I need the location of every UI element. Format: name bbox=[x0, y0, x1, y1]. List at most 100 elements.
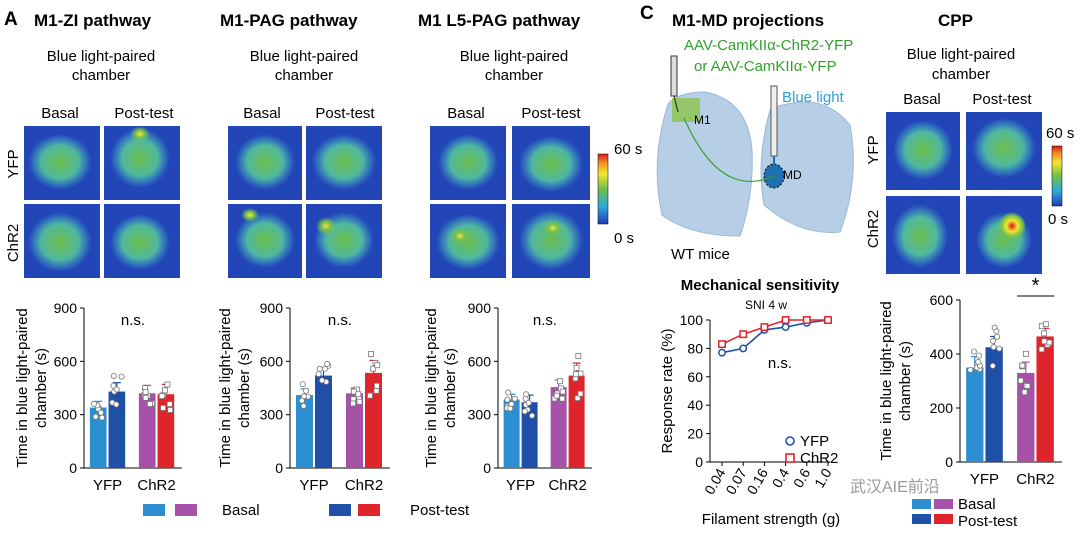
data-point bbox=[996, 345, 1003, 352]
x-tick-label: YFP bbox=[93, 477, 122, 494]
heatmap-row-chr2: ChR2 bbox=[865, 210, 882, 248]
data-point bbox=[739, 344, 748, 353]
data-point bbox=[553, 392, 560, 399]
data-point bbox=[989, 362, 996, 369]
data-point bbox=[113, 401, 120, 408]
panel-title-m1-zi: M1-ZI pathway bbox=[34, 11, 152, 30]
chart-subtitle: SNI 4 w bbox=[745, 298, 787, 312]
data-point bbox=[781, 323, 790, 332]
data-point bbox=[355, 391, 362, 398]
y-tick-label: 600 bbox=[260, 353, 284, 369]
data-point bbox=[577, 390, 584, 397]
y-tick-label: 40 bbox=[687, 397, 703, 413]
heatmap-col-basal: Basal bbox=[903, 91, 941, 108]
heatmap-row-yfp: YFP bbox=[865, 135, 882, 164]
y-axis-label: Response rate (%) bbox=[659, 328, 676, 453]
watermark: 武汉AIE前沿 bbox=[850, 478, 940, 496]
data-point bbox=[572, 371, 579, 378]
data-point bbox=[975, 358, 982, 365]
bar-chart-cpp: 0 200 400 600 YFP ChR2 * Time in blue light-pai… bbox=[878, 275, 1062, 488]
data-point bbox=[368, 351, 374, 357]
legend-label-chr2: ChR2 bbox=[800, 450, 838, 467]
data-point bbox=[299, 381, 306, 388]
data-point bbox=[118, 373, 125, 380]
y-axis-label: chamber (s) bbox=[897, 341, 914, 421]
data-point bbox=[92, 413, 99, 420]
subtitle-line1: Blue light-paired bbox=[460, 48, 568, 65]
y-tick-label: 0 bbox=[69, 460, 77, 476]
data-point bbox=[990, 344, 997, 351]
series-line bbox=[721, 319, 828, 345]
data-point bbox=[315, 371, 322, 378]
data-point bbox=[1041, 338, 1048, 345]
colorbar-min-label: 0 s bbox=[614, 230, 634, 247]
data-point bbox=[367, 392, 373, 399]
data-point bbox=[142, 388, 149, 395]
chart-title: Mechanical sensitivity bbox=[681, 277, 840, 294]
data-point bbox=[147, 401, 153, 407]
data-point bbox=[575, 353, 582, 360]
data-point bbox=[300, 402, 307, 409]
y-tick-label: 0 bbox=[275, 460, 283, 476]
colorbar-c: 60 s 0 s bbox=[1046, 125, 1074, 228]
data-point bbox=[370, 365, 377, 372]
y-tick-label: 300 bbox=[468, 407, 492, 423]
significance-label: n.s. bbox=[328, 312, 352, 329]
data-point bbox=[98, 414, 105, 421]
y-tick-label: 600 bbox=[930, 292, 954, 308]
data-point bbox=[113, 386, 120, 393]
panel-title-m1-pag: M1-PAG pathway bbox=[220, 11, 358, 30]
x-tick-label: 0.07 bbox=[722, 465, 750, 497]
x-tick-label: 0.04 bbox=[701, 465, 729, 497]
data-point bbox=[1024, 383, 1031, 389]
y-axis-label: Time in blue light-paired bbox=[14, 308, 31, 468]
virus-label-1: AAV-CamKIIα-ChR2-YFP bbox=[684, 37, 853, 54]
data-point bbox=[993, 328, 1000, 335]
legend-swatch-yfp-post bbox=[329, 504, 351, 516]
data-point bbox=[529, 412, 536, 419]
significance-label: n.s. bbox=[768, 355, 792, 372]
heatmap-col-basal: Basal bbox=[447, 105, 485, 122]
data-point bbox=[802, 316, 811, 324]
bar bbox=[985, 347, 1003, 462]
data-point bbox=[1021, 389, 1028, 396]
data-point bbox=[525, 399, 532, 406]
heatmap-col-basal: Basal bbox=[243, 105, 281, 122]
x-tick-label: 0.16 bbox=[744, 465, 772, 497]
data-point bbox=[521, 408, 528, 415]
subtitle-line2: chamber bbox=[485, 67, 543, 84]
significance-label: n.s. bbox=[121, 312, 145, 329]
y-axis-label: chamber (s) bbox=[33, 348, 50, 428]
y-tick-label: 900 bbox=[54, 300, 78, 316]
data-point bbox=[559, 388, 566, 395]
bar bbox=[503, 399, 520, 468]
bar bbox=[296, 395, 313, 468]
subtitle-line1: Blue light-paired bbox=[907, 46, 1015, 63]
data-point bbox=[158, 393, 165, 399]
legend-swatch-yfp-basal bbox=[912, 499, 931, 509]
x-tick-label: YFP bbox=[970, 471, 999, 488]
y-tick-label: 600 bbox=[468, 353, 492, 369]
y-axis-label: Time in blue light-paired bbox=[423, 308, 440, 468]
data-point bbox=[760, 323, 769, 332]
bar bbox=[315, 375, 332, 468]
data-point bbox=[781, 316, 790, 324]
legend-basal-label: Basal bbox=[222, 502, 260, 519]
panel-title-m1-l5-pag: M1 L5-PAG pathway bbox=[418, 11, 581, 30]
heatmap-grid-a1 bbox=[24, 126, 180, 278]
line-chart-mechanical: Mechanical sensitivity SNI 4 w 0 20 40 60 80 10… bbox=[659, 277, 840, 528]
y-axis-label: chamber (s) bbox=[442, 348, 459, 428]
bar bbox=[89, 407, 107, 468]
data-point bbox=[967, 366, 974, 373]
subtitle-line2: chamber bbox=[72, 67, 130, 84]
data-point bbox=[142, 394, 149, 401]
x-tick-label: 0.4 bbox=[769, 465, 793, 490]
data-point bbox=[98, 409, 105, 416]
x-tick-label: ChR2 bbox=[345, 477, 383, 494]
significance-label: * bbox=[1032, 275, 1040, 297]
data-point bbox=[970, 348, 977, 355]
bar bbox=[108, 391, 126, 468]
x-tick-label: ChR2 bbox=[137, 477, 175, 494]
heatmap-col-post: Post-test bbox=[114, 105, 174, 122]
subtitle-line2: chamber bbox=[932, 66, 990, 83]
